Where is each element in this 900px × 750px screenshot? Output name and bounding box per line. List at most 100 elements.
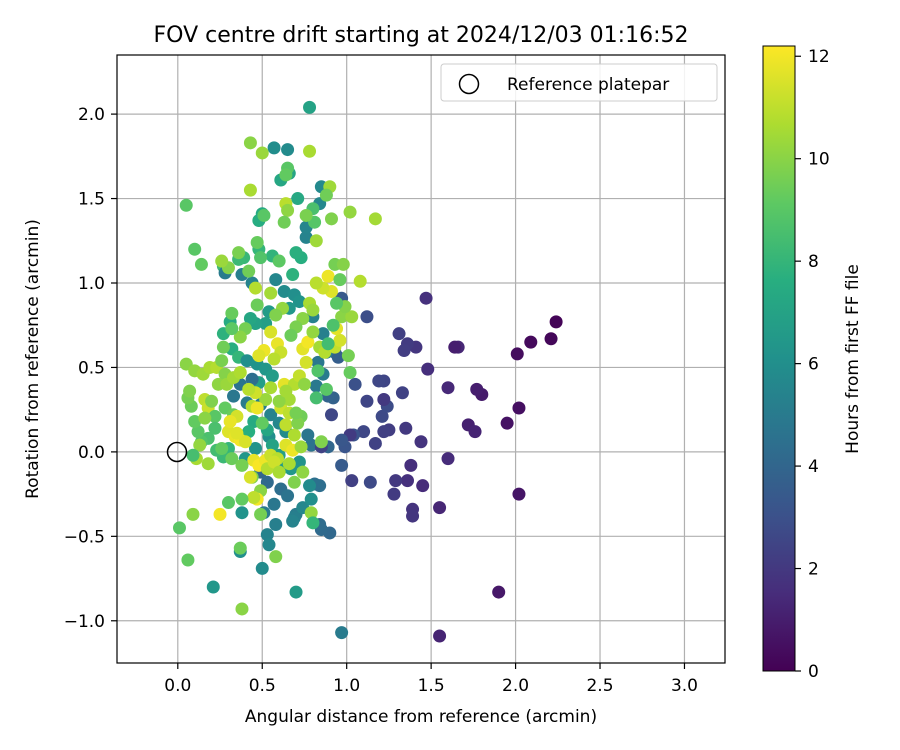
data-point bbox=[208, 421, 222, 435]
y-tick-label: −1.0 bbox=[64, 612, 105, 632]
data-point bbox=[311, 364, 325, 378]
colorbar-tick-label: 6 bbox=[808, 355, 819, 375]
data-point bbox=[360, 394, 374, 408]
data-point bbox=[404, 458, 418, 472]
x-tick-label: 0.5 bbox=[249, 676, 276, 696]
data-point bbox=[215, 254, 229, 268]
y-tick-label: 0.0 bbox=[78, 443, 105, 463]
data-point bbox=[269, 550, 283, 564]
data-point bbox=[291, 192, 305, 206]
data-point bbox=[309, 276, 323, 290]
data-point bbox=[377, 393, 391, 407]
data-point bbox=[267, 497, 281, 511]
data-point bbox=[235, 506, 249, 520]
data-point bbox=[441, 452, 455, 466]
data-point bbox=[333, 273, 347, 287]
colorbar-label: Hours from first FF file bbox=[843, 264, 863, 454]
data-point bbox=[252, 349, 266, 363]
y-tick-label: 1.5 bbox=[78, 190, 105, 210]
data-point bbox=[242, 264, 256, 278]
data-point bbox=[179, 198, 193, 212]
data-point bbox=[333, 333, 347, 347]
data-point bbox=[269, 273, 283, 287]
colorbar: 0 2 4 6 8 10 12 Hours from first FF file bbox=[762, 45, 863, 682]
data-point bbox=[335, 458, 349, 472]
data-point bbox=[188, 242, 202, 256]
data-point bbox=[265, 438, 279, 452]
data-point bbox=[289, 585, 303, 599]
data-point bbox=[324, 212, 338, 226]
data-point bbox=[247, 490, 261, 504]
data-point bbox=[297, 377, 311, 391]
data-point bbox=[314, 435, 328, 449]
data-point bbox=[416, 479, 430, 493]
colorbar-tick-label: 4 bbox=[808, 457, 819, 477]
legend: Reference platepar bbox=[440, 63, 718, 102]
data-point bbox=[406, 509, 420, 523]
data-point bbox=[250, 401, 264, 415]
data-point bbox=[357, 425, 371, 439]
data-point bbox=[279, 384, 293, 398]
data-point bbox=[264, 286, 278, 300]
data-point bbox=[205, 394, 219, 408]
colorbar-tick-label: 0 bbox=[808, 662, 819, 682]
data-point bbox=[345, 310, 359, 324]
y-axis-ticks: −1.0 −0.5 0.0 0.5 1.0 1.5 2.0 bbox=[64, 105, 117, 632]
data-point bbox=[309, 391, 323, 405]
data-point bbox=[377, 425, 391, 439]
data-point bbox=[510, 347, 524, 361]
colorbar-tick-label: 2 bbox=[808, 560, 819, 580]
data-point bbox=[186, 507, 200, 521]
x-tick-label: 2.0 bbox=[502, 676, 529, 696]
data-point bbox=[299, 208, 313, 222]
data-point bbox=[399, 421, 413, 435]
data-point bbox=[544, 332, 558, 346]
data-point bbox=[215, 442, 229, 456]
data-point bbox=[201, 457, 215, 471]
data-point bbox=[363, 475, 377, 489]
data-point bbox=[269, 518, 283, 532]
data-point bbox=[279, 418, 293, 432]
data-point bbox=[265, 369, 279, 383]
data-point bbox=[272, 394, 286, 408]
data-point bbox=[335, 433, 349, 447]
legend-box bbox=[440, 63, 718, 102]
data-point bbox=[372, 374, 386, 388]
data-point bbox=[336, 257, 350, 271]
x-tick-label: 1.0 bbox=[333, 676, 360, 696]
x-axis-label: Angular distance from reference (arcmin) bbox=[245, 707, 597, 727]
data-point bbox=[345, 474, 359, 488]
data-point bbox=[397, 344, 411, 358]
data-point bbox=[353, 274, 367, 288]
x-axis-ticks: 0.0 0.5 1.0 1.5 2.0 2.5 3.0 bbox=[164, 663, 698, 696]
data-point bbox=[291, 416, 305, 430]
data-point bbox=[326, 318, 340, 332]
colorbar-gradient bbox=[762, 45, 796, 672]
data-point bbox=[281, 489, 295, 503]
data-point bbox=[309, 379, 323, 393]
data-point bbox=[306, 325, 320, 339]
data-point bbox=[264, 408, 278, 422]
data-point bbox=[492, 585, 506, 599]
data-point bbox=[360, 310, 374, 324]
data-point bbox=[419, 291, 433, 305]
data-point bbox=[172, 521, 186, 535]
data-point bbox=[254, 251, 268, 265]
data-point bbox=[286, 514, 300, 528]
data-point bbox=[225, 452, 239, 466]
data-point bbox=[259, 393, 273, 407]
data-point bbox=[316, 327, 330, 341]
data-point bbox=[233, 541, 247, 555]
data-point bbox=[260, 528, 274, 542]
data-point bbox=[421, 362, 435, 376]
data-point bbox=[243, 470, 257, 484]
data-point bbox=[343, 205, 357, 219]
data-point bbox=[335, 310, 349, 324]
colorbar-tick-label: 8 bbox=[808, 252, 819, 272]
data-point bbox=[194, 257, 208, 271]
data-point bbox=[245, 372, 259, 386]
data-point bbox=[242, 382, 256, 396]
data-point bbox=[287, 475, 301, 489]
data-point bbox=[221, 496, 235, 510]
data-point bbox=[272, 254, 286, 268]
